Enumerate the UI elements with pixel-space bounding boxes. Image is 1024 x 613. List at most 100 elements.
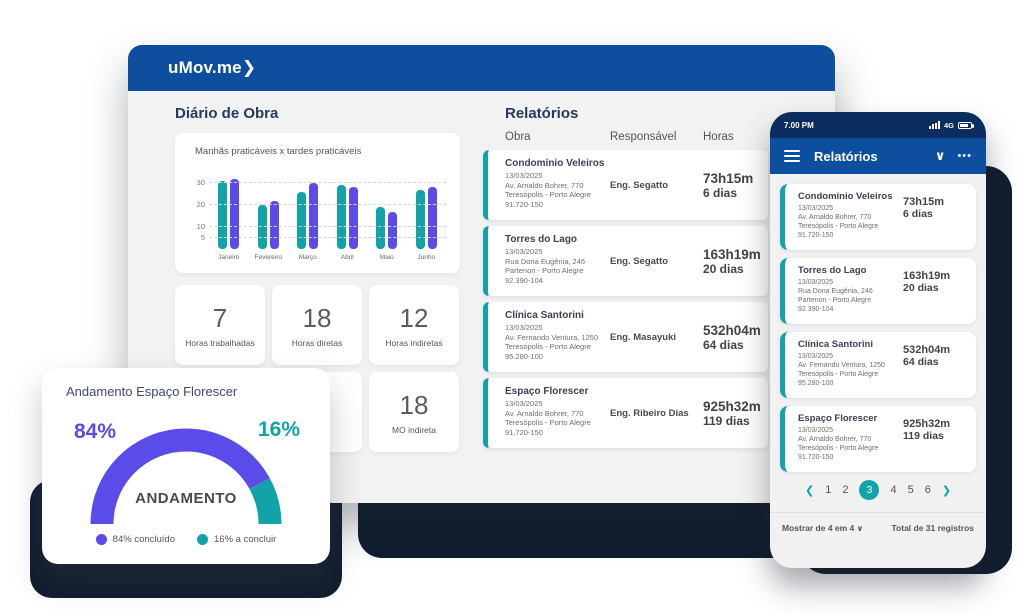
list-item[interactable]: Condomínio Veleiros 13/03/2025 Av. Arnal…: [780, 184, 976, 250]
stat-card-horas-trabalhadas: 7 Horas trabalhadas: [175, 285, 265, 365]
horas-value: 925h32m: [903, 418, 951, 430]
obra-cell: Espaço Florescer 13/03/2025 Av. Arnaldo …: [505, 386, 610, 437]
table-rows: Condomínio Veleiros 13/03/2025 Av. Arnal…: [483, 150, 768, 454]
phone-report-list: Condomínio Veleiros 13/03/2025 Av. Arnal…: [770, 174, 986, 472]
obra-address: Rua Dona Eugênia, 246: [798, 288, 873, 295]
chart-gridline: [209, 204, 446, 205]
horas-value: 73h15m: [703, 170, 754, 186]
chart-bar: [230, 178, 240, 249]
stat-value: 7: [212, 302, 228, 333]
obra-date: 13/03/2025: [505, 399, 543, 408]
y-axis-tick-label: 5: [200, 233, 205, 242]
phone-footer: Mostrar de 4 em 4 ∨ Total de 31 registro…: [770, 512, 986, 533]
table-row[interactable]: Espaço Florescer 13/03/2025 Av. Arnaldo …: [483, 378, 768, 448]
responsavel-cell: Eng. Ribeiro Dias: [610, 407, 689, 419]
legend-dot-purple: [95, 534, 107, 545]
status-icons: 4G: [928, 121, 974, 130]
obra-district: Partenon - Porto Alegre: [505, 266, 584, 275]
column-header-horas: Horas: [703, 131, 734, 143]
umovme-logo: uMov.me❯: [168, 58, 257, 77]
more-options-icon[interactable]: •••: [957, 150, 972, 162]
x-axis-category-label: Abril: [340, 254, 354, 261]
horas-value: 73h15m: [903, 196, 944, 208]
chart-gridline: [209, 237, 446, 238]
legend-item-todo: 16% a concluir: [197, 534, 276, 545]
page-button-3-active[interactable]: 3: [859, 480, 880, 500]
total-records-label: Total de 31 registros: [891, 523, 974, 533]
y-axis-tick-label: 10: [196, 222, 205, 231]
horas-value: 532h04m: [903, 344, 951, 356]
dias-value: 20 dias: [903, 282, 939, 294]
obra-name: Condomínio Veleiros: [505, 158, 605, 169]
page-button-2[interactable]: 2: [842, 484, 849, 496]
page-button-6[interactable]: 6: [924, 484, 931, 496]
obra-district: Teresópolis - Porto Alegre: [798, 223, 879, 230]
obra-date: 13/03/2025: [798, 205, 834, 212]
gauge-legend: 84% concluído 16% a concluir: [42, 534, 330, 545]
stat-value: 18: [302, 302, 332, 333]
obra-cep: 95.280-100: [798, 380, 834, 387]
x-axis-category-label: Maio: [379, 254, 394, 261]
obra-address: Av. Arnaldo Bohrer, 770: [798, 214, 872, 221]
column-header-responsavel: Responsável: [610, 131, 677, 143]
table-row[interactable]: Torres do Lago 13/03/2025 Rua Dona Eugên…: [483, 226, 768, 296]
obra-cep: 95.280-100: [505, 351, 543, 361]
dias-value: 6 dias: [703, 185, 738, 200]
bar-groups: Janeiro Fevereiro Março Abril Maio Junho: [209, 167, 446, 261]
stat-label: Horas diretas: [291, 337, 343, 348]
page-button-1[interactable]: 1: [825, 484, 832, 496]
horas-cell: 73h15m 6 dias: [703, 150, 753, 220]
list-item[interactable]: Torres do Lago 13/03/2025 Rua Dona Eugên…: [780, 258, 976, 324]
table-row[interactable]: Condomínio Veleiros 13/03/2025 Av. Arnal…: [483, 150, 768, 220]
chart-bar: [218, 180, 228, 249]
page-size-dropdown[interactable]: Mostrar de 4 em 4 ∨: [782, 523, 863, 533]
chart-bar: [376, 207, 386, 249]
signal-icon: [928, 121, 940, 129]
obra-district: Partenon - Porto Alegre: [798, 297, 872, 304]
obra-cep: 91.720-150: [505, 199, 543, 209]
menu-icon[interactable]: [784, 147, 800, 165]
item-text: Torres do Lago 13/03/2025 Rua Dona Eugên…: [798, 265, 903, 314]
chevron-down-icon[interactable]: ∨: [934, 148, 946, 163]
obra-date: 13/03/2025: [798, 353, 834, 360]
chart-plot: Janeiro Fevereiro Março Abril Maio Junho 30 20…: [197, 167, 446, 261]
horas-cell: 925h32m 119 dias: [703, 378, 761, 448]
table-row[interactable]: Clínica Santorini 13/03/2025 Av. Fernand…: [483, 302, 768, 372]
obra-name: Espaço Florescer: [505, 386, 589, 397]
item-text: Condomínio Veleiros 13/03/2025 Av. Arnal…: [798, 191, 903, 240]
obra-cep: 91.720-150: [505, 427, 543, 437]
list-item[interactable]: Espaço Florescer 13/03/2025 Av. Arnaldo …: [780, 406, 976, 472]
page-button-5[interactable]: 5: [907, 484, 914, 496]
phone-status-bar: 7.00 PM 4G: [770, 112, 986, 138]
stat-card-horas-indiretas: 12 Horas indiretas: [369, 285, 459, 365]
horas-value: 925h32m: [703, 398, 761, 414]
obra-date: 13/03/2025: [505, 247, 543, 256]
prev-page-icon[interactable]: ❮: [804, 484, 815, 497]
stat-label: Horas indiretas: [385, 337, 443, 348]
gauge-todo-percent: 16%: [257, 418, 300, 441]
x-axis-category-label: Janeiro: [218, 254, 240, 261]
dias-value: 64 dias: [903, 356, 939, 368]
obra-address: Av. Fernando Ventura, 1250: [505, 332, 599, 342]
phone-page-title: Relatórios: [814, 148, 878, 164]
horas-value: 532h04m: [703, 322, 761, 338]
chart-gridline: [209, 226, 446, 227]
stat-card-horas-diretas: 18 Horas diretas: [272, 285, 362, 365]
stat-label: MO indireta: [392, 424, 436, 435]
chart-bar: [336, 185, 346, 249]
next-page-icon[interactable]: ❯: [941, 484, 952, 497]
chart-bar: [388, 211, 398, 249]
obra-district: Teresópolis - Porto Alegre: [505, 190, 591, 199]
obra-address: Av. Fernando Ventura, 1250: [798, 362, 885, 369]
bar-group: Janeiro: [218, 178, 240, 261]
dias-value: 20 dias: [703, 261, 744, 276]
gauge-card-title: Andamento Espaço Florescer: [66, 384, 238, 399]
obra-cell: Condomínio Veleiros 13/03/2025 Av. Arnal…: [505, 158, 610, 209]
chart-card: Manhãs praticáveis x tardes praticáveis …: [175, 133, 460, 273]
pagination: ❮ 1 2 3 4 5 6 ❯: [770, 480, 986, 500]
bar-group: Abril: [336, 185, 358, 261]
list-item[interactable]: Clínica Santorini 13/03/2025 Av. Fernand…: [780, 332, 976, 398]
legend-item-done: 84% concluído: [95, 534, 175, 545]
page-button-4[interactable]: 4: [890, 484, 897, 496]
